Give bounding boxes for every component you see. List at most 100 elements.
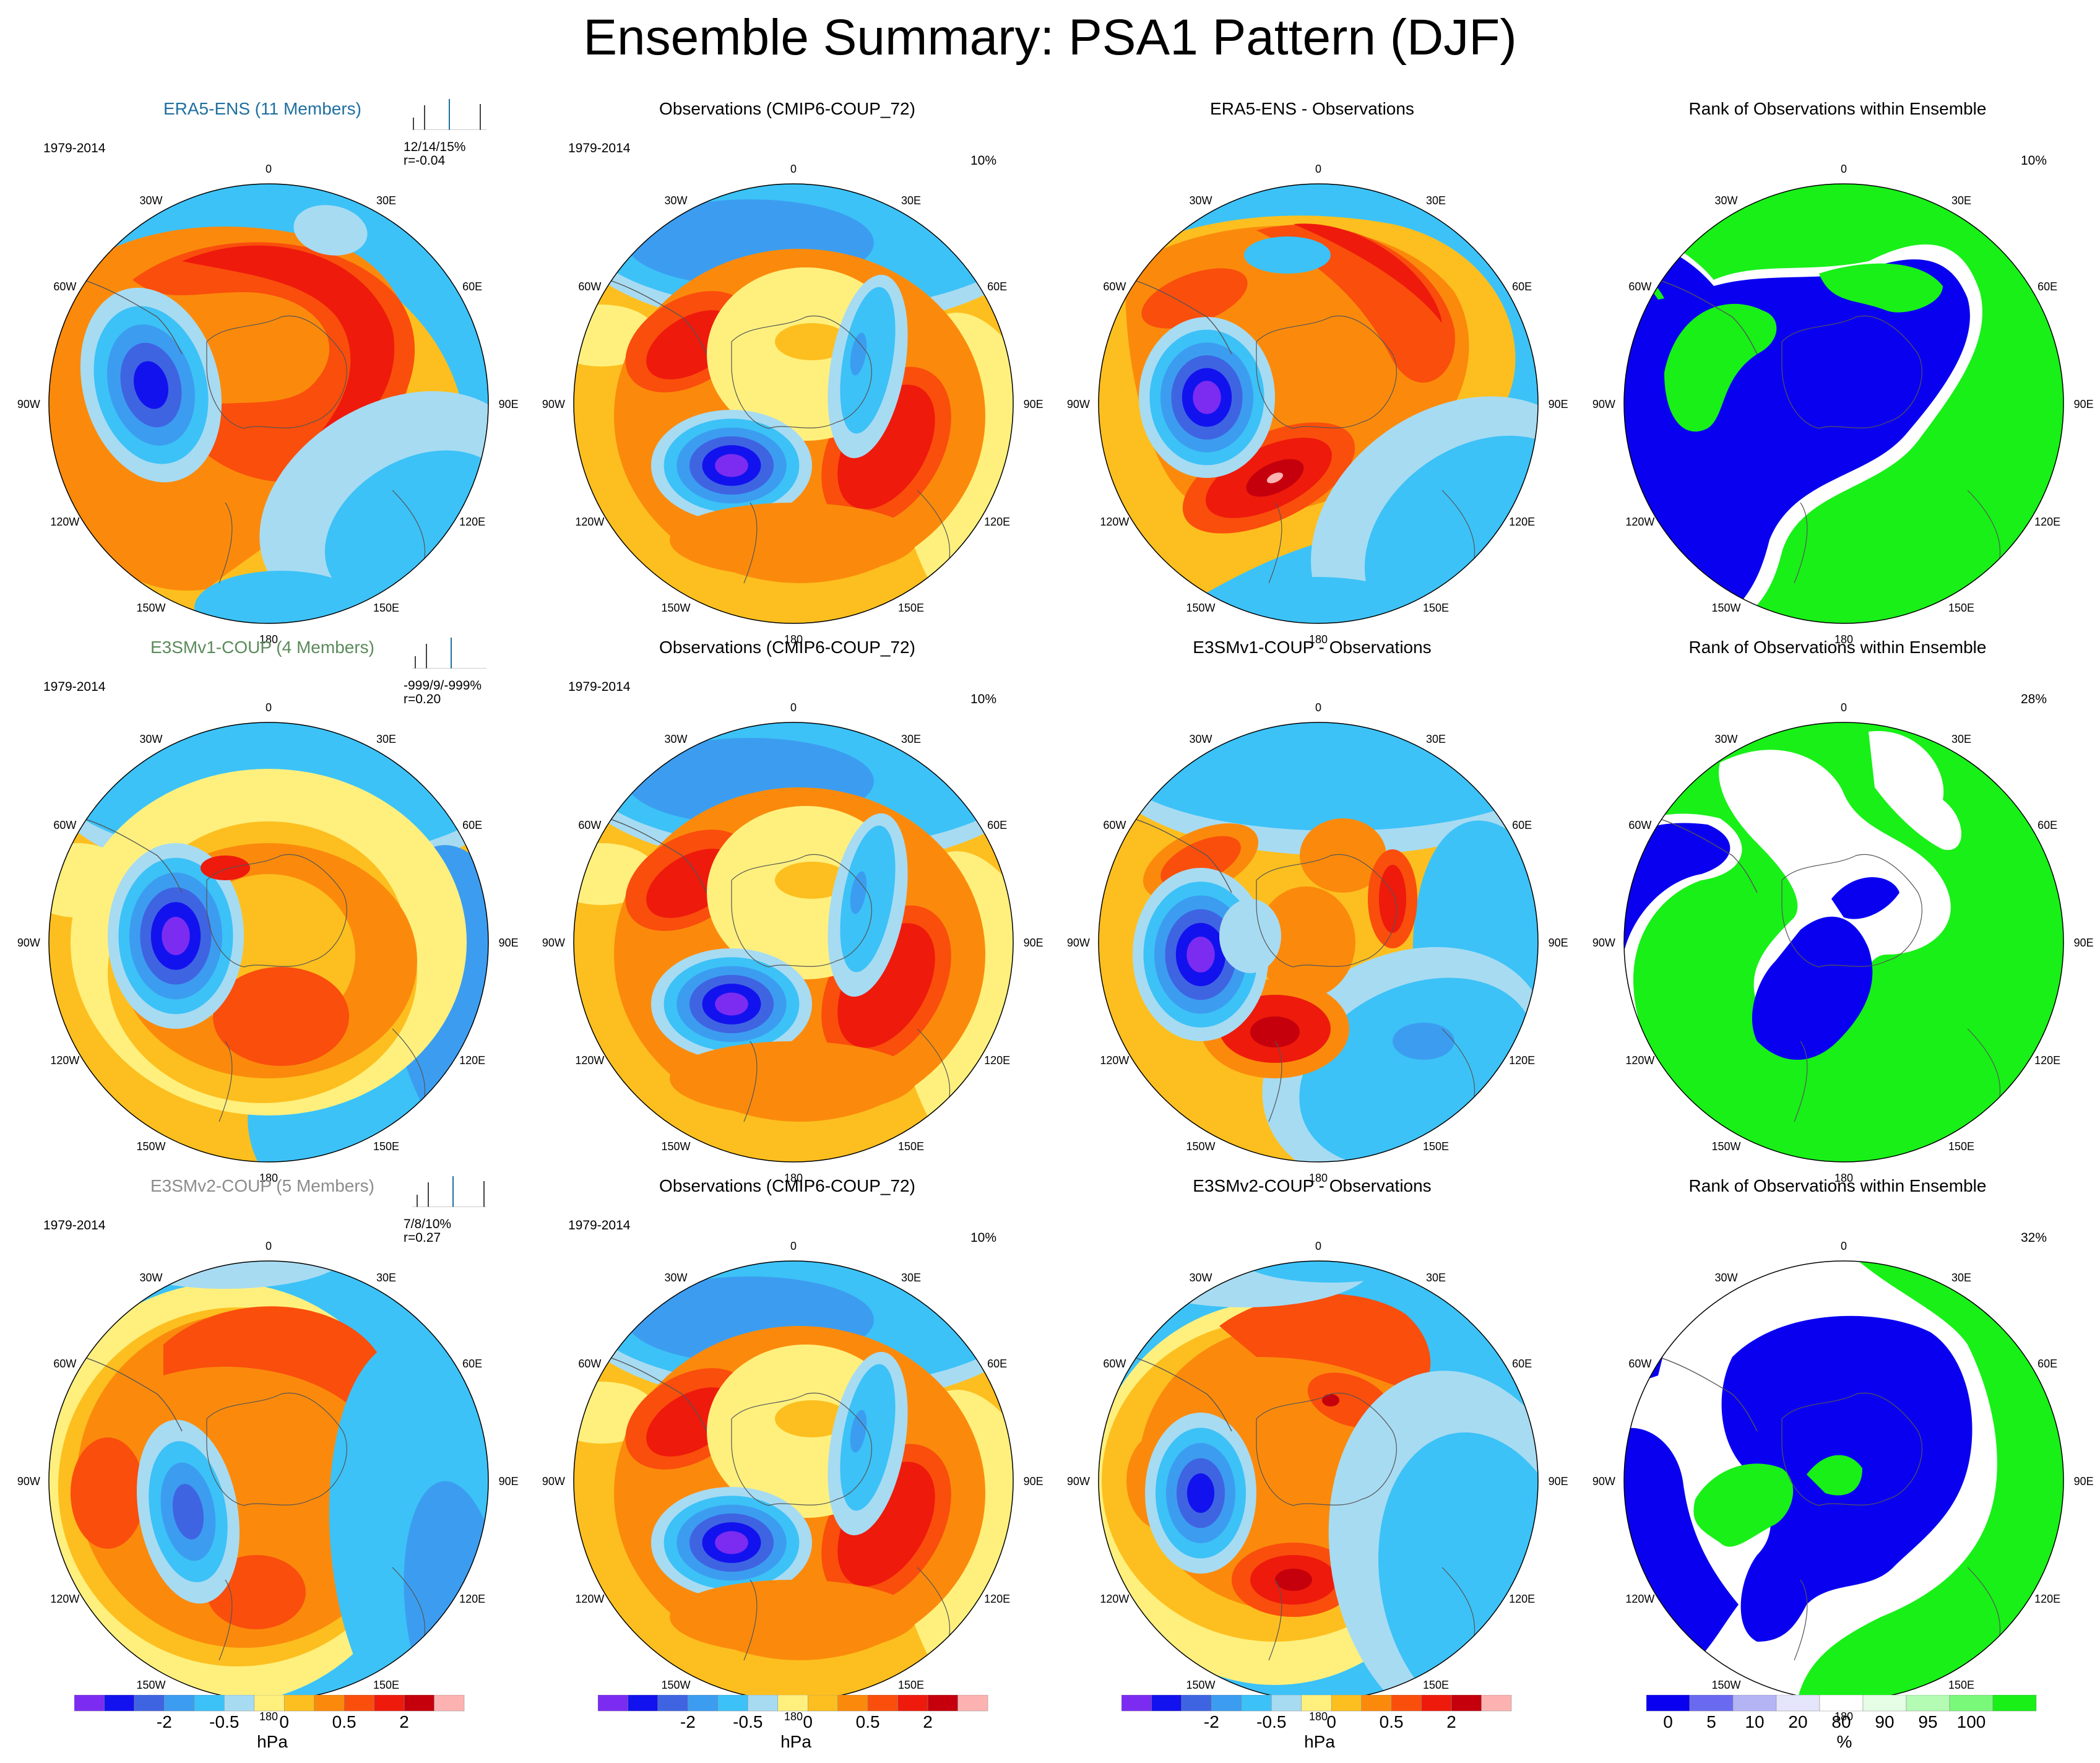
panel-title: Rank of Observations within Ensemble <box>1688 638 1987 657</box>
coastline <box>1794 1041 1808 1122</box>
polar-map: 0 30E 60E 90E 120E 150E 180 150W 120W 90W 60W 30W <box>1067 163 1568 646</box>
colorbar-swatch <box>897 1695 928 1712</box>
coverage-percent: 10% <box>970 154 997 168</box>
longitude-label: 30W <box>664 1271 687 1284</box>
colorbar-swatch <box>927 1695 958 1712</box>
colorbar-swatches <box>1646 1695 2037 1712</box>
map-boundary <box>48 183 489 624</box>
longitude-label: 120E <box>2034 516 2060 528</box>
coastline <box>1268 502 1282 584</box>
field-region-5 <box>1186 937 1215 972</box>
panel-title: Observations (CMIP6-COUP_72) <box>659 638 915 657</box>
field-region <box>1300 818 1386 893</box>
longitude-label: 90W <box>17 937 40 949</box>
coastline <box>206 1392 347 1506</box>
panel-title: Rank of Observations within Ensemble <box>1688 1176 1987 1195</box>
coastline <box>206 854 347 968</box>
map-boundary <box>1098 722 1539 1163</box>
field-region <box>1294 223 1442 323</box>
longitude-label: 30W <box>1714 1271 1737 1284</box>
colorbar-swatch <box>717 1695 748 1712</box>
colorbar-swatch <box>314 1695 345 1712</box>
panel-diff: ERA5-ENS - Observations 0 30E 60E 90E 120E 150… <box>1050 99 1575 656</box>
longitude-label: 30E <box>1951 733 1971 745</box>
panel-rank: Rank of Observations within Ensemble 28% 0… <box>1575 638 2100 1195</box>
longitude-label: 60E <box>987 280 1007 293</box>
panel-title: Observations (CMIP6-COUP_72) <box>659 99 915 118</box>
longitude-label: 60W <box>578 280 601 293</box>
map-boundary <box>573 183 1014 624</box>
longitude-label: 150E <box>1423 1140 1449 1153</box>
coastline <box>1268 1041 1282 1122</box>
coverage-percent: 32% <box>2021 1231 2047 1245</box>
longitude-label: 60W <box>53 280 76 293</box>
longitude-label: 150W <box>1711 1140 1740 1153</box>
panel-title: ERA5-ENS - Observations <box>1210 99 1414 118</box>
field-region <box>71 1437 145 1549</box>
longitude-label: 90W <box>17 1475 40 1488</box>
longitude-label: 60E <box>462 280 482 293</box>
longitude-label: 30E <box>1426 194 1446 207</box>
field-region <box>213 967 349 1066</box>
panel-title: E3SMv2-COUP - Observations <box>1193 1176 1432 1195</box>
longitude-label: 150W <box>136 602 165 614</box>
field-region-4 <box>134 361 168 409</box>
field-region-5 <box>715 992 748 1016</box>
coastline <box>743 1041 758 1122</box>
colorbar-tick-label: 0.5 <box>1379 1712 1404 1731</box>
rank-region <box>1819 263 1943 313</box>
colorbar-swatch <box>74 1695 105 1712</box>
longitude-label: 120E <box>984 1593 1010 1605</box>
panel-title: Rank of Observations within Ensemble <box>1688 99 1987 118</box>
colorbar-swatch <box>254 1695 285 1712</box>
longitude-label: 60E <box>987 819 1007 831</box>
panel-obs: Observations (CMIP6-COUP_72) 1979-2014 10%… <box>525 638 1050 1195</box>
rank-region <box>1752 916 1873 1060</box>
longitude-label: 120W <box>1625 1054 1654 1067</box>
longitude-label: 60W <box>53 1358 76 1370</box>
longitude-label: 30W <box>1189 733 1212 745</box>
colorbar-tick-label: 2 <box>923 1712 933 1731</box>
longitude-label: 150E <box>898 1679 924 1691</box>
field-region <box>102 1261 349 1289</box>
field-region <box>840 825 896 972</box>
colorbar-tick-label: -0.5 <box>1256 1712 1287 1731</box>
longitude-label: 30W <box>139 194 162 207</box>
colorbar-tick-label: -2 <box>156 1712 172 1731</box>
longitude-label: 150E <box>373 1140 399 1153</box>
colorbar-swatch <box>1271 1695 1302 1712</box>
field-region <box>670 1580 917 1654</box>
longitude-label: 90W <box>17 398 40 410</box>
field-region <box>293 205 368 256</box>
page-title: Ensemble Summary: PSA1 Pattern (DJF) <box>583 9 1517 66</box>
colorbar-tick-label: 5 <box>1706 1712 1716 1731</box>
longitude-label: 30W <box>664 194 687 207</box>
field-region <box>850 1410 867 1453</box>
longitude-label: 90W <box>542 398 565 410</box>
rank-colorbar: 0 5 10 20 80 90 95 100% <box>1646 1695 2042 1757</box>
coastline <box>1256 315 1397 429</box>
coastline <box>1794 1579 1808 1661</box>
colorbar-tick-label: 0.5 <box>332 1712 356 1731</box>
longitude-label: 180 <box>784 1710 803 1723</box>
coastline <box>1794 502 1808 584</box>
polar-map: 0 30E 60E 90E 120E 150E 180 150W 120W 90W 60W 30W <box>542 163 1044 646</box>
colorbar-swatches <box>74 1695 465 1712</box>
longitude-label: 90E <box>1024 1475 1044 1488</box>
colorbar-tick-label: 95 <box>1918 1712 1938 1731</box>
colorbar-swatch <box>344 1695 374 1712</box>
colorbar-tick-label: 10 <box>1745 1712 1765 1731</box>
longitude-label: 0 <box>266 1240 272 1252</box>
longitude-label: 150E <box>898 1140 924 1153</box>
field-region <box>182 245 395 453</box>
longitude-label: 120E <box>2034 1593 2060 1605</box>
longitude-label: 150W <box>1186 1679 1215 1691</box>
longitude-label: 90E <box>1024 937 1044 949</box>
longitude-label: 90W <box>542 937 565 949</box>
map-boundary <box>1098 183 1539 624</box>
rank-field <box>1624 1261 2063 1700</box>
colorbar-tick-label: 0.5 <box>855 1712 880 1731</box>
longitude-label: 150E <box>1948 1679 1974 1691</box>
polar-map: 0 30E 60E 90E 120E 150E 180 150W 120W 90W 60W 30W <box>1067 1240 1568 1723</box>
longitude-label: 180 <box>1834 1710 1853 1723</box>
